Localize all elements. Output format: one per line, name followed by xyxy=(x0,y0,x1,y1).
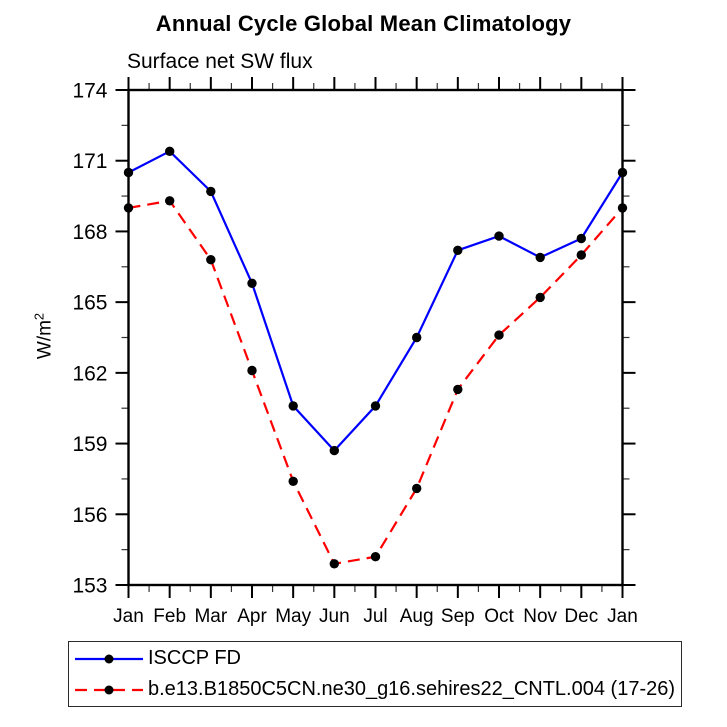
data-point-marker-isccp-fd xyxy=(617,167,628,178)
y-tick-label: 156 xyxy=(72,504,107,527)
x-tick-label: Aug xyxy=(400,606,434,627)
data-point-marker-isccp-fd xyxy=(288,401,298,411)
x-tick-label: Sep xyxy=(441,606,475,627)
legend-label-model-cntl004: b.e13.B1850C5CN.ne30_g16.sehires22_CNTL.… xyxy=(148,678,676,700)
data-point-marker-isccp-fd xyxy=(494,231,504,241)
data-point-marker-model-cntl004 xyxy=(370,552,381,562)
data-point-marker-model-cntl004 xyxy=(288,476,298,486)
y-tick-label: 162 xyxy=(72,362,107,385)
legend-item-model-cntl004: b.e13.B1850C5CN.ne30_g16.sehires22_CNTL.… xyxy=(73,674,681,705)
x-tick-label: Jan xyxy=(607,606,638,627)
data-point-marker-model-cntl004 xyxy=(535,292,545,303)
data-point-marker-model-cntl004 xyxy=(453,384,463,395)
y-tick-label: 165 xyxy=(72,292,107,315)
data-point-marker-model-cntl004 xyxy=(165,196,175,206)
x-tick-label: Jun xyxy=(319,606,350,627)
plot-frame xyxy=(127,88,624,587)
y-tick-label: 153 xyxy=(72,575,107,598)
x-tick-label: Jul xyxy=(363,606,387,627)
data-point-marker-isccp-fd xyxy=(165,146,175,156)
data-point-marker-model-cntl004 xyxy=(494,330,504,340)
legend-marker-isccp-fd xyxy=(104,654,114,663)
x-tick-label: Nov xyxy=(523,606,557,627)
x-tick-label: Feb xyxy=(153,606,186,627)
chart-subtitle: Surface net SW flux xyxy=(127,50,313,73)
legend-line-sample-model-cntl004 xyxy=(75,685,143,694)
data-point-marker-model-cntl004 xyxy=(412,483,422,494)
legend-label-isccp-fd: ISCCP FD xyxy=(148,647,241,669)
data-point-marker-isccp-fd xyxy=(576,233,586,244)
chart-title: Annual Cycle Global Mean Climatology xyxy=(155,11,572,36)
data-point-marker-isccp-fd xyxy=(535,252,545,263)
data-point-marker-isccp-fd xyxy=(247,278,257,288)
x-tick-label: May xyxy=(275,606,311,627)
x-tick-label: Oct xyxy=(484,606,514,627)
data-point-marker-model-cntl004 xyxy=(576,250,586,260)
x-tick-label: Dec xyxy=(564,606,598,627)
legend-line-sample-isccp-fd xyxy=(75,654,143,663)
data-point-marker-model-cntl004 xyxy=(247,365,257,376)
x-tick-label: Jan xyxy=(113,606,144,627)
data-point-marker-model-cntl004 xyxy=(329,559,339,569)
y-tick-label: 159 xyxy=(72,433,107,456)
data-point-marker-model-cntl004 xyxy=(617,203,628,213)
x-tick-label: Apr xyxy=(237,606,267,627)
y-tick-label: 171 xyxy=(72,150,107,173)
legend: ISCCP FD b.e13.B1850C5CN.ne30_g16.sehires… xyxy=(68,641,682,707)
legend-item-isccp-fd: ISCCP FD xyxy=(73,643,681,674)
data-point-marker-model-cntl004 xyxy=(123,203,134,213)
data-point-marker-isccp-fd xyxy=(329,445,339,456)
y-tick-label: 168 xyxy=(72,221,107,244)
data-point-marker-isccp-fd xyxy=(370,401,381,411)
y-tick-label: 174 xyxy=(72,80,107,103)
series-line-model-cntl004 xyxy=(128,199,624,566)
data-point-marker-isccp-fd xyxy=(412,332,422,343)
x-tick-label: Mar xyxy=(194,606,227,627)
data-point-marker-isccp-fd xyxy=(206,186,216,197)
data-point-marker-isccp-fd xyxy=(123,167,134,178)
data-point-marker-isccp-fd xyxy=(453,245,463,255)
data-point-marker-model-cntl004 xyxy=(206,255,216,265)
legend-marker-model-cntl004 xyxy=(104,685,114,694)
